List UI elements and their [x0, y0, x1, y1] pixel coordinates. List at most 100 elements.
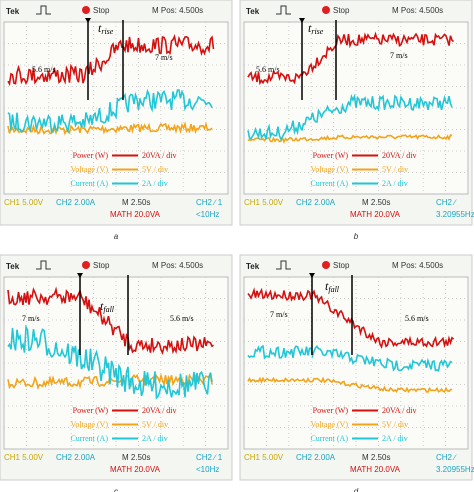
time-label: trise: [98, 21, 114, 36]
brand: Tek: [6, 262, 20, 271]
trigger: CH2 ∕: [436, 453, 457, 462]
legend-name: Current (A): [310, 179, 348, 188]
speed-before: 7 m/s: [22, 314, 40, 323]
status: Stop: [333, 6, 350, 15]
trigger-icon: [36, 5, 51, 15]
trigger: CH2 ∕: [436, 198, 457, 207]
ch2: CH2 2.00A: [56, 453, 96, 462]
speed-before: 5.6 m/s: [256, 65, 280, 74]
legend-name: Voltage (V): [71, 420, 109, 429]
time-symbol: t: [98, 21, 102, 35]
legend-name: Voltage (V): [71, 165, 109, 174]
legend-name: Current (A): [70, 179, 108, 188]
status: Stop: [93, 261, 110, 270]
stop-dot: [322, 6, 330, 14]
legend-scale: 2A / div: [382, 179, 408, 188]
ch2: CH2 2.00A: [56, 198, 96, 207]
legend-scale: 20VA / div: [142, 151, 177, 160]
status: Stop: [333, 261, 350, 270]
legend-name: Current (A): [310, 434, 348, 443]
time-sub: rise: [101, 27, 113, 36]
time-label: tfall: [325, 279, 340, 294]
legend-name: Power (W): [73, 151, 109, 160]
frequency: <10Hz: [196, 210, 219, 219]
legend-name: Power (W): [313, 151, 349, 160]
legend-scale: 20VA / div: [382, 406, 417, 415]
legend-scale: 2A / div: [142, 179, 168, 188]
trigger: CH2 ∕ 1: [196, 198, 223, 207]
time-symbol: t: [325, 279, 329, 293]
legend-name: Voltage (V): [311, 420, 349, 429]
trace: [247, 31, 455, 86]
panel-label: a: [114, 232, 119, 241]
legend-name: Current (A): [70, 434, 108, 443]
legend-scale: 5V / div: [382, 165, 408, 174]
frequency: 3.20955Hz: [436, 210, 474, 219]
trace: [7, 88, 213, 134]
position: M Pos: 4.500s: [152, 6, 203, 15]
legend-scale: 5V / div: [382, 420, 408, 429]
trace: [247, 376, 453, 394]
speed-after: 5.6 m/s: [405, 314, 429, 323]
trigger-icon: [276, 5, 291, 15]
scope-panel: Tek Stop M Pos: 4.500s 7 m/s 5.6 m/s tfall Pow…: [239, 254, 474, 481]
time-sub: rise: [311, 27, 323, 36]
panel-label: c: [114, 487, 118, 492]
speed-before: 5.6 m/s: [32, 65, 56, 74]
trigger-arrow: [299, 18, 305, 23]
scope-panel: Tek Stop M Pos: 4.500s 5.6 m/s 7 m/s trise Pow…: [0, 0, 233, 226]
position: M Pos: 4.500s: [392, 6, 443, 15]
stop-dot: [82, 261, 90, 269]
time-symbol: t: [308, 21, 312, 35]
brand: Tek: [6, 7, 20, 16]
legend-scale: 5V / div: [142, 420, 168, 429]
time-sub: fall: [103, 305, 114, 314]
time-label: tfall: [100, 299, 115, 314]
time-symbol: t: [100, 299, 104, 313]
legend-scale: 20VA / div: [382, 151, 417, 160]
trace: [247, 344, 453, 373]
panel-label: b: [354, 232, 359, 241]
legend-scale: 2A / div: [142, 434, 168, 443]
trace: [247, 287, 455, 349]
frequency: 3.20955Hz: [436, 465, 474, 474]
timebase: M 2.50s: [362, 453, 390, 462]
ch2: CH2 2.00A: [296, 198, 336, 207]
position: M Pos: 4.500s: [152, 261, 203, 270]
trigger-icon: [276, 260, 291, 270]
stop-dot: [82, 6, 90, 14]
trace: [7, 324, 213, 400]
timebase: M 2.50s: [362, 198, 390, 207]
ch2: CH2 2.00A: [296, 453, 336, 462]
ch1: CH1 5.00V: [244, 453, 284, 462]
time-label: trise: [308, 21, 324, 36]
speed-after: 7 m/s: [390, 51, 408, 60]
status: Stop: [93, 6, 110, 15]
speed-after: 5.6 m/s: [170, 314, 194, 323]
ch1: CH1 5.00V: [4, 453, 44, 462]
timebase: M 2.50s: [122, 453, 150, 462]
math: MATH 20.0VA: [350, 210, 401, 219]
trigger: CH2 ∕ 1: [196, 453, 223, 462]
trace: [7, 33, 215, 87]
stop-dot: [322, 261, 330, 269]
math: MATH 20.0VA: [110, 465, 161, 474]
timebase: M 2.50s: [122, 198, 150, 207]
legend-name: Voltage (V): [311, 165, 349, 174]
legend-name: Power (W): [73, 406, 109, 415]
legend-scale: 20VA / div: [142, 406, 177, 415]
ch1: CH1 5.00V: [244, 198, 284, 207]
trigger-arrow: [309, 273, 315, 278]
speed-after: 7 m/s: [155, 53, 173, 62]
speed-before: 7 m/s: [270, 310, 288, 319]
scope-panel: Tek Stop M Pos: 4.500s 7 m/s 5.6 m/s tfall Pow…: [0, 254, 233, 481]
trigger-arrow: [85, 18, 91, 23]
legend-scale: 2A / div: [382, 434, 408, 443]
trace: [7, 121, 213, 136]
legend-scale: 5V / div: [142, 165, 168, 174]
math: MATH 20.0VA: [110, 210, 161, 219]
scope-panel: Tek Stop M Pos: 4.500s 5.6 m/s 7 m/s trise Pow…: [239, 0, 474, 226]
trace: [247, 93, 453, 142]
frequency: <10Hz: [196, 465, 219, 474]
